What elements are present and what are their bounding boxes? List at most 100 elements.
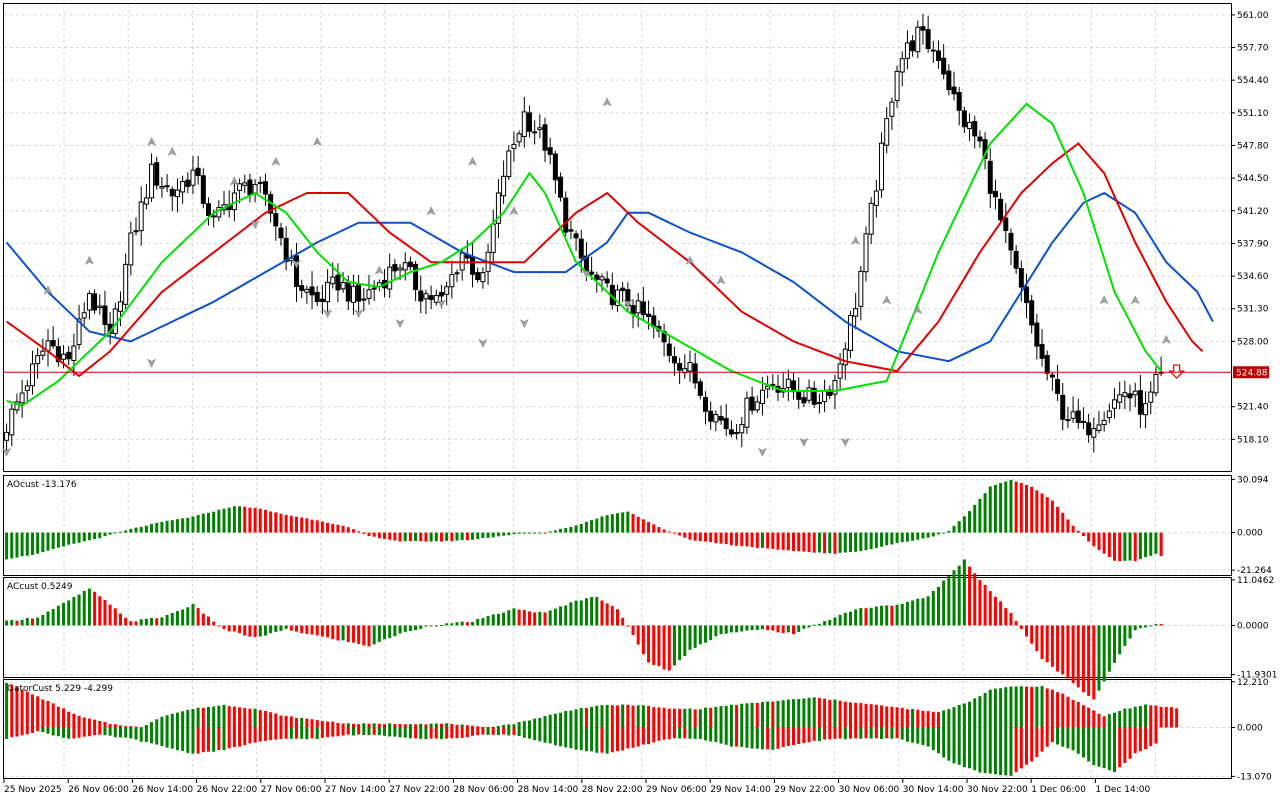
ao-bar [931, 532, 935, 537]
ao-bar [957, 521, 961, 533]
gator-lower-bar [502, 727, 506, 735]
gator-upper-bar [279, 715, 283, 728]
candle-body [392, 264, 398, 272]
gator-lower-bar [527, 727, 531, 739]
ao-bar [616, 513, 619, 533]
gator-upper-bar [507, 724, 511, 728]
ao-bar [522, 532, 526, 534]
gator-lower-bar [900, 727, 904, 740]
ao-bar [553, 530, 557, 533]
gator-lower-bar [300, 727, 304, 739]
gator-upper-bar [248, 708, 252, 728]
gator-lower-bar [67, 727, 71, 739]
gator-lower-bar [289, 727, 293, 739]
gator-upper-bar [455, 724, 459, 728]
gator-upper-bar [1123, 708, 1127, 728]
gator-lower-bar [595, 727, 599, 753]
fractal-up [84, 255, 94, 265]
gator-lower-bar [455, 727, 459, 739]
candle-body [174, 189, 180, 197]
ac-bar [419, 625, 423, 629]
ao-bar [579, 524, 583, 533]
gator-upper-bar [77, 715, 81, 728]
gator-upper-bar [750, 702, 754, 728]
ac-bar [693, 625, 697, 648]
candle-body [1122, 392, 1128, 397]
gator-lower-bar [398, 727, 402, 738]
gator-lower-bar [833, 727, 837, 739]
ac-bar [1123, 625, 1127, 646]
ao-bar [760, 532, 764, 548]
gator-lower-bar [678, 727, 682, 739]
ac-bar [10, 620, 14, 626]
ao-bar [165, 520, 169, 533]
gator-lower-bar [564, 727, 568, 748]
ac-bar [1066, 625, 1070, 679]
gator-lower-bar [331, 727, 335, 737]
candle-body [987, 160, 993, 194]
gator-upper-bar [207, 706, 210, 728]
gator-lower-bar [403, 727, 407, 738]
ao-bar [46, 532, 50, 551]
ac-bar [1076, 625, 1080, 688]
ao-bar [926, 532, 930, 538]
candle-body [117, 301, 123, 312]
gator-lower-bar [921, 727, 925, 746]
time-label: 27 Nov 06:00 [261, 785, 322, 795]
ac-bar [465, 622, 469, 626]
gator-upper-bar [72, 713, 76, 728]
ac-tick-label: -11.9301 [1237, 671, 1277, 681]
candle-body [516, 133, 522, 143]
candle-body [97, 305, 103, 308]
candle-body [837, 363, 843, 379]
candle-body [1112, 399, 1118, 409]
gator-lower-bar [1123, 727, 1127, 764]
gator-lower-bar [709, 727, 713, 742]
ac-bar [735, 625, 739, 633]
ao-bar [284, 514, 288, 533]
ac-bar [372, 625, 376, 645]
ao-bar [248, 507, 252, 533]
ac-bar [978, 580, 982, 626]
fractal-up [271, 156, 281, 166]
ao-bar [843, 532, 847, 553]
ao-bar [191, 516, 195, 533]
candle-body [470, 255, 476, 275]
gator-upper-bar [367, 723, 371, 728]
ao-bar [295, 516, 299, 533]
ao-bar [605, 515, 609, 533]
ac-bar [797, 625, 801, 632]
ac-bar [502, 612, 506, 626]
candle-body [418, 290, 424, 302]
gator-upper-bar [403, 724, 407, 728]
ao-bar [25, 532, 29, 556]
ac-bar [341, 625, 345, 641]
ac-bar [709, 625, 713, 640]
ao-bar [776, 532, 780, 550]
current-price-marker: 524.88 [1233, 366, 1269, 379]
candle-body [237, 183, 243, 191]
ao-bar [527, 532, 531, 534]
ac-bar [1149, 625, 1153, 627]
gator-upper-bar [1030, 686, 1034, 728]
candle-body [904, 42, 910, 59]
ac-bar [25, 618, 29, 626]
gator-upper-bar [890, 706, 894, 728]
gator-lower-bar [848, 727, 852, 739]
gator-upper-bar [667, 708, 671, 728]
gator-upper-bar [160, 716, 164, 728]
gator-lower-bar [962, 727, 966, 768]
gator-lower-bar [605, 727, 609, 754]
gator-lower-bar [357, 727, 361, 735]
gator-upper-bar [605, 704, 609, 728]
candle-body [1060, 394, 1066, 420]
ac-bar [823, 621, 827, 626]
ao-bar [698, 532, 702, 542]
ao-bar [947, 530, 951, 533]
ac-bar [921, 598, 925, 626]
gator-lower-bar [476, 727, 480, 736]
ao-bar [496, 532, 500, 537]
ao-panel-frame [3, 475, 1232, 576]
gator-lower-bar [367, 727, 371, 736]
